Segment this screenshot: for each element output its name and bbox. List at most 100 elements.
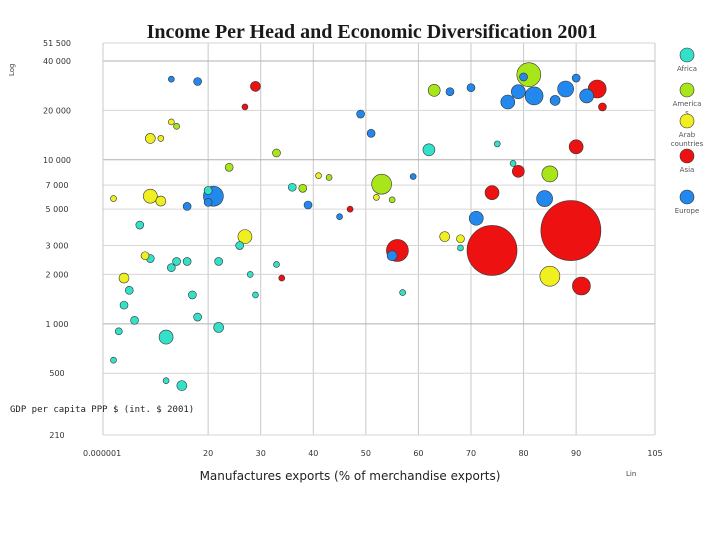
x-tick-label: 70 (466, 449, 476, 458)
y-tick-label: 10 000 (43, 156, 71, 165)
bubble-europe (549, 95, 561, 106)
bubble-africa (399, 289, 406, 296)
y-tick-label: 7 000 (46, 181, 69, 190)
legend-marker (679, 82, 695, 98)
bubble-arab-countries (110, 195, 117, 202)
bubble-asia (484, 185, 500, 200)
bubble-asia (250, 81, 261, 92)
bubble-africa (493, 140, 501, 148)
bubble-africa (182, 257, 192, 266)
bubble-europe (468, 210, 484, 226)
bubble-europe (366, 128, 376, 138)
bubble-europe (524, 86, 544, 106)
legend-label: America (673, 100, 702, 108)
y-tick-label: 51 500 (43, 39, 71, 48)
bubble-europe (182, 202, 192, 211)
x-tick-label: 105 (647, 449, 662, 458)
y-tick-label: 1 000 (46, 320, 69, 329)
bubble-africa (214, 257, 223, 266)
bubble-arab-countries (140, 251, 150, 261)
bubble-europe (500, 94, 516, 110)
y-tick-label: 5 000 (46, 205, 69, 214)
bubble-america-s (371, 173, 392, 195)
x-tick-label: 0.000001 (83, 449, 121, 458)
bubble-arab-countries (118, 272, 130, 284)
bubble-africa (422, 143, 436, 157)
bubble-arab-countries (155, 195, 167, 207)
bubble-arab-countries (315, 172, 322, 179)
bubble-africa (172, 257, 181, 266)
x-tick-label: 20 (203, 449, 213, 458)
bubble-arab-countries (456, 234, 465, 244)
x-tick-label: 80 (518, 449, 528, 458)
bubble-europe (168, 75, 175, 83)
legend-marker (679, 148, 695, 164)
bubble-america-s (224, 162, 234, 172)
bubble-asia (241, 103, 249, 111)
bubble-europe (303, 200, 313, 210)
y-axis-label: GDP per capita PPP $ (int. $ 2001) (10, 405, 194, 415)
x-tick-label: 30 (256, 449, 266, 458)
bubble-america-s (427, 84, 441, 97)
bubble-europe (466, 83, 476, 92)
bubble-africa (457, 244, 464, 252)
bubble-africa (252, 291, 259, 299)
bubble-arab-countries (237, 229, 253, 244)
bubble-africa (213, 322, 224, 333)
bubble-africa (162, 377, 170, 385)
bubble-america-s (388, 196, 396, 204)
bubble-africa (119, 300, 129, 310)
bubble-africa (203, 186, 213, 195)
bubble-africa (273, 261, 280, 268)
bubble-asia (572, 276, 591, 296)
bubble-europe (536, 190, 553, 207)
bubble-asia (598, 102, 607, 112)
bubble-europe (579, 88, 594, 104)
bubble-asia (346, 205, 354, 213)
bubble-africa (110, 356, 117, 364)
bubble-arab-countries (439, 231, 451, 242)
bubble-europe (511, 84, 526, 99)
bubble-europe (409, 173, 417, 180)
bubble-asia (540, 200, 602, 261)
bubble-europe (519, 72, 528, 82)
bubble-europe (445, 87, 455, 96)
bubble-arab-countries (143, 188, 158, 204)
chart-title: Income Per Head and Economic Diversifica… (147, 21, 598, 43)
x-scale-label: Lin (626, 470, 636, 478)
bubble-arab-countries (168, 118, 175, 126)
y-tick-label: 20 000 (43, 106, 71, 115)
legend-marker (679, 189, 695, 205)
bubble-asia (512, 165, 525, 178)
x-tick-label: 50 (361, 449, 371, 458)
bubble-africa (135, 220, 145, 230)
bubble-europe (356, 109, 365, 119)
legend-label: Europe (675, 207, 700, 215)
bubble-europe (386, 250, 398, 262)
y-tick-label: 40 000 (43, 57, 71, 66)
bubble-america-s (541, 165, 559, 183)
legend-label: countries (671, 140, 704, 148)
bubble-asia (278, 274, 286, 282)
bubble-europe (203, 198, 213, 207)
bubble-africa (114, 327, 123, 336)
axis-ticks: 0.000001 20 30 40 50 60 70 80 90 105 51 500 40 000 2… (43, 39, 663, 458)
bubble-america-s (173, 122, 180, 130)
legend-marker (679, 47, 695, 63)
bubble-africa (167, 263, 176, 272)
bubble-africa (235, 241, 244, 250)
bubbles (110, 62, 607, 391)
x-tick-label: 40 (308, 449, 318, 458)
bubble-africa (193, 312, 202, 322)
y-tick-label: 3 000 (46, 242, 69, 251)
bubble-america-s (325, 174, 333, 181)
bubble-arab-countries (373, 194, 380, 201)
bubble-africa (246, 271, 254, 278)
legend-label: Arab (679, 131, 696, 139)
bubble-america-s (298, 183, 308, 193)
x-axis-label: Manufactures exports (% of merchandise e… (200, 469, 501, 483)
legend-label: s (685, 109, 689, 117)
bubble-africa (287, 182, 297, 192)
